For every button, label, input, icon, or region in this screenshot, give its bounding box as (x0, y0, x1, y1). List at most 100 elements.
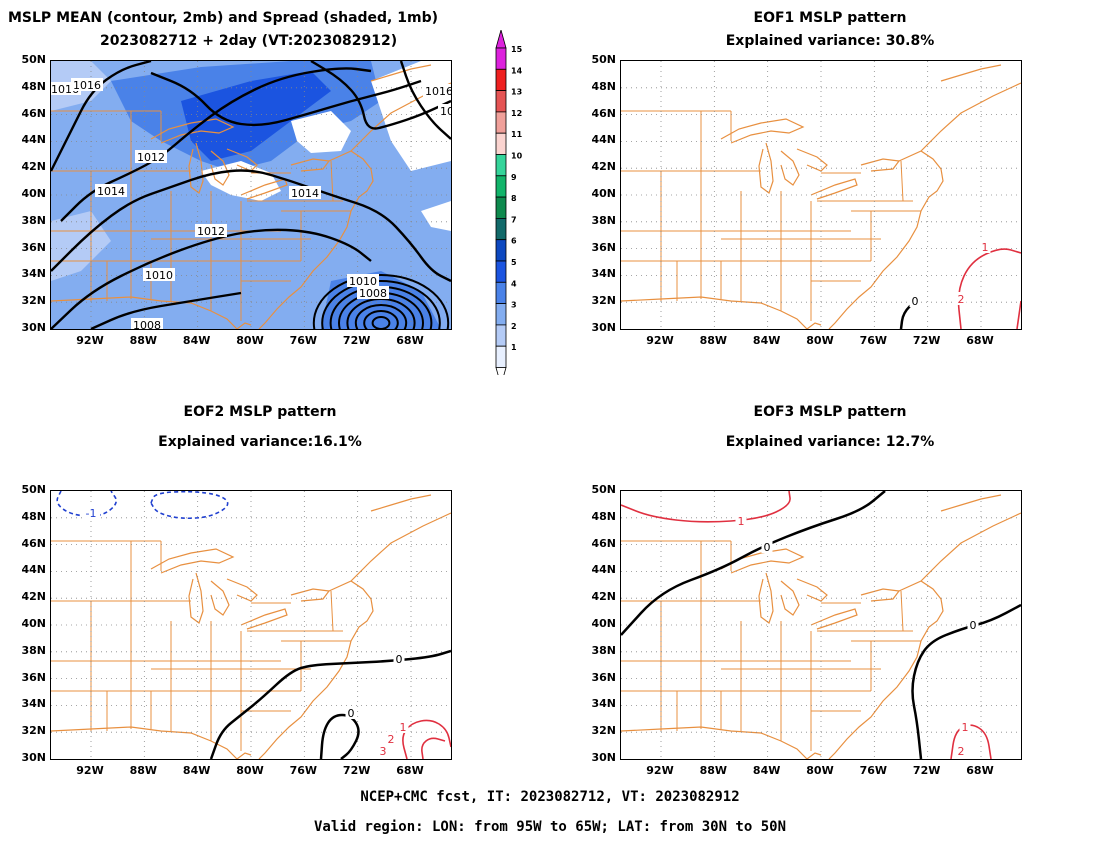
coastline-segment (240, 608, 288, 630)
contour-label-bg (979, 240, 991, 253)
lon-tick-label: 88W (129, 764, 158, 777)
contour-label-bg (385, 732, 397, 745)
colorbar-tick-label: 12 (511, 109, 522, 118)
lon-tick-label: 92W (76, 334, 104, 347)
lon-tick-label: 68W (966, 764, 994, 777)
contour-label-text: 2 (388, 733, 395, 746)
panel1-title-line1: MSLP MEAN (contour, 2mb) and Spread (sha… (8, 10, 438, 26)
coastline-segment (210, 150, 230, 186)
coastline-segment (150, 548, 235, 574)
basemap-layer (621, 64, 1021, 329)
lat-tick-label: 38N (591, 643, 616, 657)
lon-tick-label: 72W (342, 334, 371, 347)
zero-contour (899, 298, 918, 329)
isobar-label: 10 (438, 104, 452, 118)
colorbar-tick-label: 15 (511, 45, 523, 54)
contour-label-text: 1 (982, 241, 989, 254)
colorbar-segment (495, 217, 507, 241)
isobar-label: 1014 (289, 186, 321, 200)
contour-label-bg (195, 224, 227, 237)
lat-tick-label: 40N (591, 617, 616, 630)
contour-label-text: 1012 (197, 225, 225, 238)
contour-label-text: 0 (396, 653, 403, 666)
lon-tick-label: 76W (859, 764, 888, 777)
lat-tick-label: 50N (591, 483, 616, 496)
grid-layer (621, 491, 1021, 759)
colorbar-segment (495, 345, 507, 368)
contour-label-bg (735, 514, 747, 527)
low-pressure-isobar (354, 304, 408, 329)
contour-label-text: -1 (86, 507, 97, 520)
mslp-isobar (51, 228, 372, 329)
contour-label-text: 1012 (137, 151, 165, 164)
positive-contour (402, 719, 451, 759)
eof-contour-label: -1 (82, 506, 100, 520)
lat-tick-label: 36N (21, 670, 46, 684)
contour-label-text: 2 (958, 293, 965, 306)
zero-contour (319, 713, 360, 759)
lat-tick-label: 36N (591, 240, 616, 254)
isobar-label: 1008 (357, 286, 389, 300)
coastline-segment (290, 588, 331, 602)
eof-contour-label: 0 (909, 294, 921, 308)
colorbar-tick-label: 9 (511, 173, 517, 182)
lat-tick-label: 36N (591, 670, 616, 684)
coastline-segment (828, 150, 944, 329)
lon-tick-label: 80W (806, 764, 834, 777)
eof-contour-label: 2 (385, 732, 397, 746)
spread-region (421, 201, 451, 231)
mslp-isobar (150, 71, 422, 127)
grid-layer (51, 61, 451, 329)
isobar-label: 1012 (135, 150, 167, 164)
contour-label-bg (909, 294, 921, 307)
coastline-segment (236, 322, 252, 329)
coastline-segment (758, 142, 774, 194)
lat-tick-label: 42N (591, 590, 616, 604)
eof-contour-label: 3 (377, 744, 389, 758)
lat-tick-label: 32N (21, 724, 46, 738)
eof-contour-label: 1 (397, 720, 409, 734)
colorbar-tick-label: 4 (511, 279, 517, 288)
lat-tick-label: 46N (591, 536, 616, 550)
contour-label-text: 1010 (349, 275, 377, 288)
eof-contour-label: 0 (393, 652, 405, 666)
contour-label-bg (357, 286, 389, 299)
contour-label-bg (959, 720, 971, 733)
isobar-label: 1010 (143, 268, 175, 282)
coastline-segment (258, 150, 374, 329)
lat-tick-label: 46N (591, 106, 616, 120)
colorbar-segment (495, 260, 507, 283)
contour-label-bg (955, 292, 967, 305)
lat-tick-label: 30N (21, 751, 46, 764)
colorbar-tick-label: 14 (511, 66, 523, 75)
coastline-segment (720, 548, 805, 574)
grid-layer (621, 61, 1021, 329)
lat-tick-label: 44N (21, 563, 46, 577)
contour-label-text: 1010 (145, 269, 173, 282)
contour-label-bg (393, 652, 405, 665)
panel2-title-line1: EOF1 MSLP pattern (753, 10, 907, 26)
contour-label-text: 2 (958, 745, 965, 758)
lat-tick-label: 34N (21, 267, 46, 281)
coastline-segment (236, 752, 252, 759)
colorbar-segment (495, 196, 507, 219)
lat-tick-label: 30N (591, 751, 616, 764)
mslp-isobar (90, 291, 242, 329)
low-pressure-isobar (321, 280, 441, 329)
isobar-label: 1014 (95, 184, 127, 198)
footer-region-line: Valid region: LON: from 95W to 65W; LAT:… (313, 819, 786, 835)
contour-label-text: 10 (440, 105, 452, 118)
spread-region (201, 161, 281, 201)
contour-label-text: 0 (764, 541, 771, 554)
map-panel-eof1: 0 1 2 (620, 60, 1022, 330)
lat-tick-label: 38N (21, 213, 46, 227)
coastline-segment (188, 142, 204, 194)
contour-label-text: 1008 (359, 287, 387, 300)
contour-label-bg (377, 744, 389, 757)
contour-label-bg (345, 706, 357, 719)
lon-tick-label: 92W (76, 764, 104, 777)
colorbar-segment (495, 175, 507, 198)
positive-contour (957, 248, 1021, 329)
mslp-isobar (51, 61, 152, 172)
contour-label-bg (71, 78, 103, 91)
